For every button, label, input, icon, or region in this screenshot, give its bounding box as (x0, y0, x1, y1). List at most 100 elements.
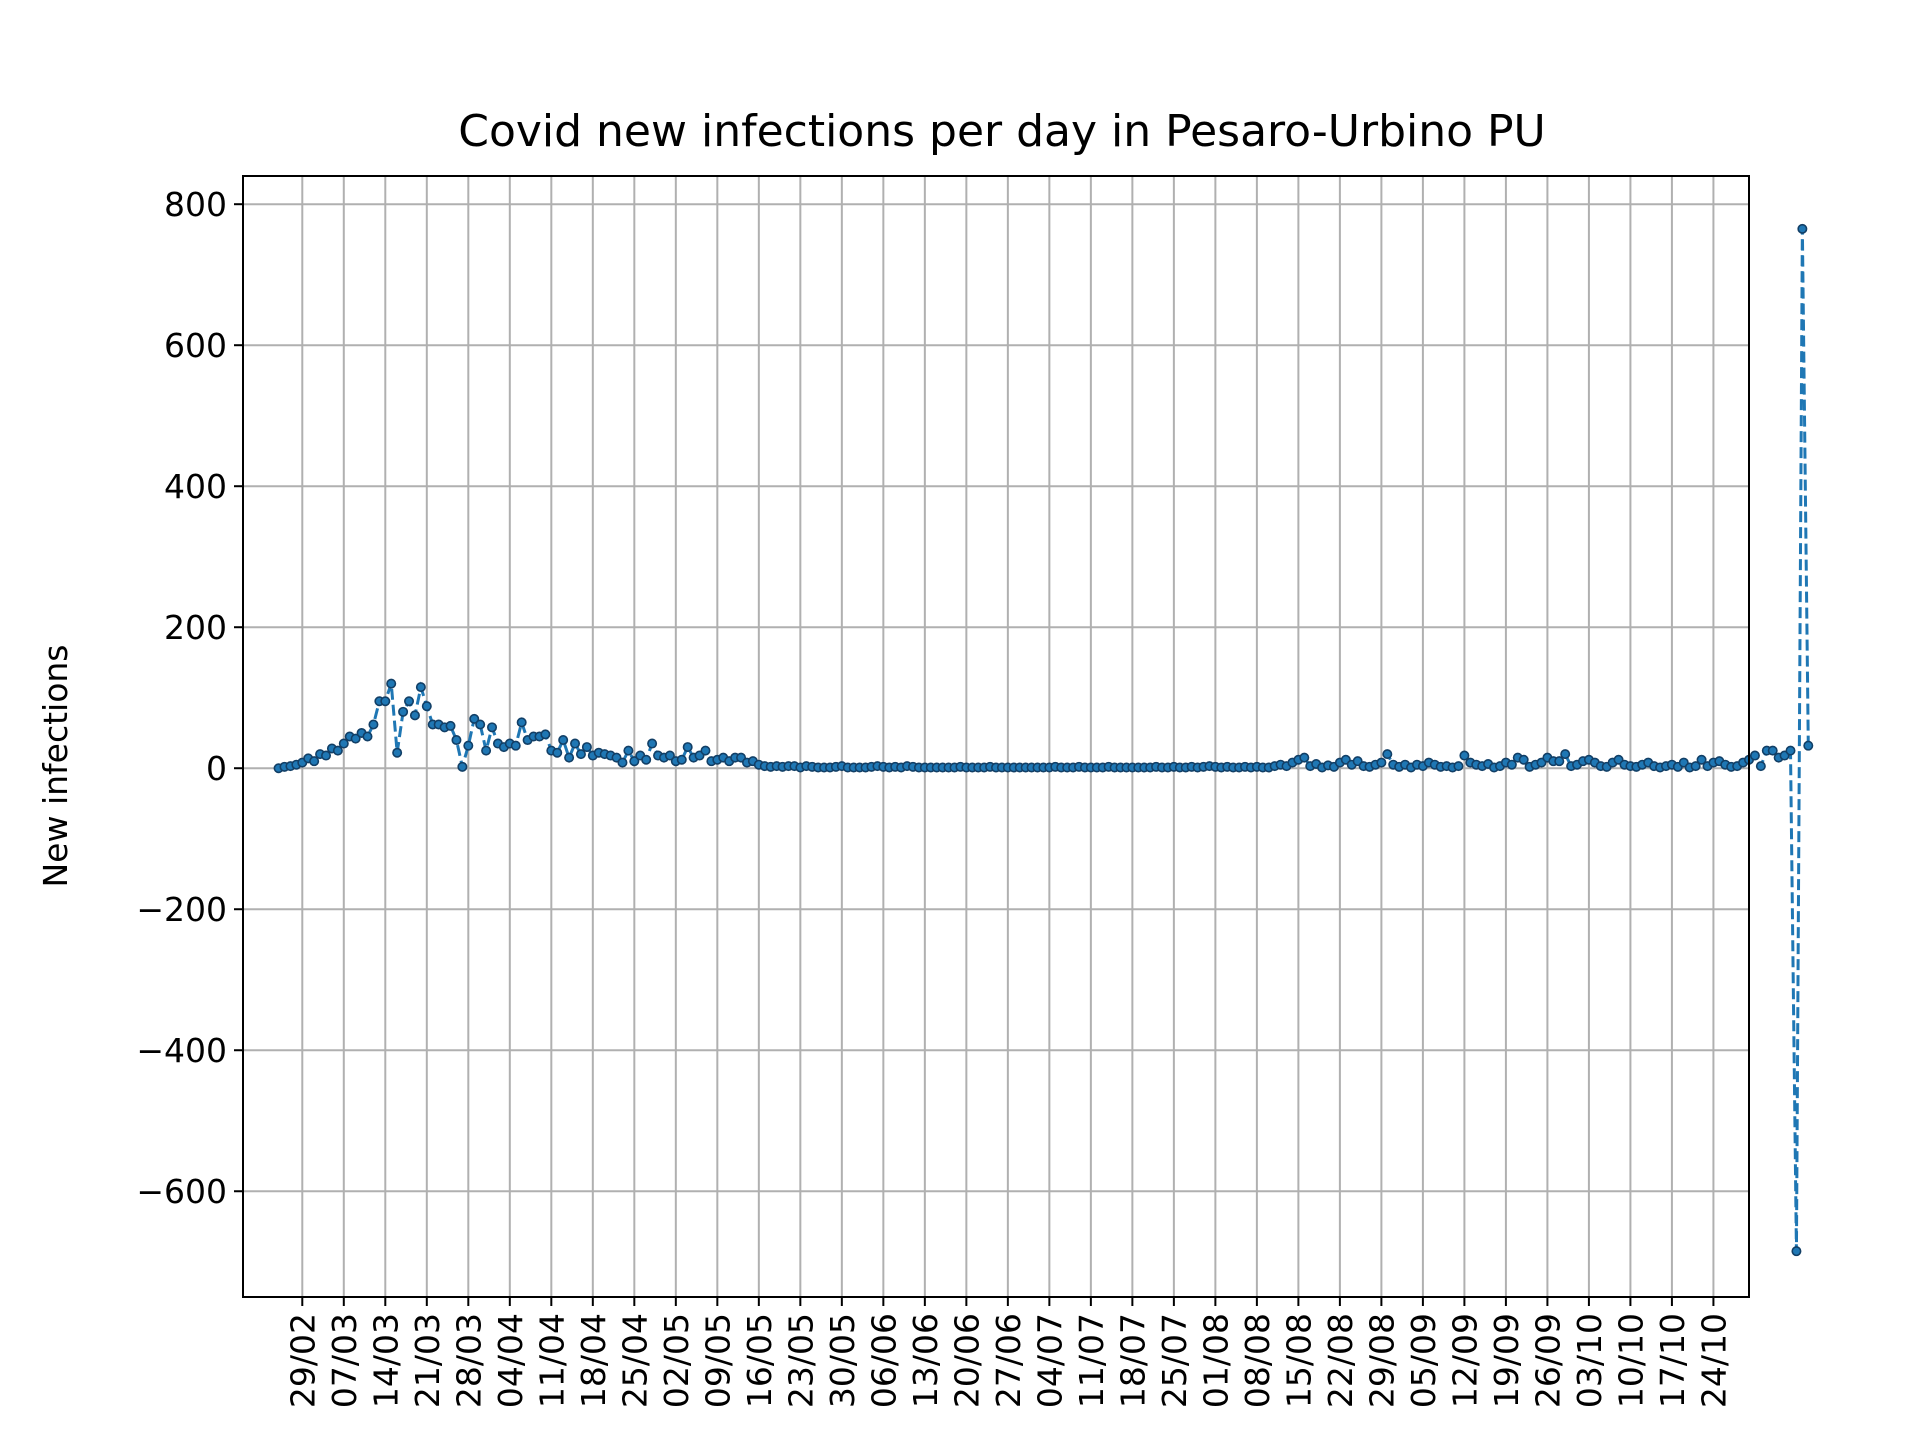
x-tick-label: 29/02 (283, 1313, 322, 1408)
data-point (617, 757, 628, 768)
data-point (664, 750, 675, 761)
tick-layer: 800 600 400 200 0 −200 −400 −600 29/02 07/03 14/03… (136, 185, 1733, 1408)
data-point (1690, 761, 1701, 772)
x-tick-label: 18/04 (574, 1313, 613, 1408)
data-point (309, 756, 320, 767)
data-point (1797, 223, 1808, 234)
data-point (487, 722, 498, 733)
x-tick-label: 16/05 (740, 1313, 779, 1408)
x-tick-label: 12/09 (1445, 1313, 1484, 1408)
x-tick-label: 10/10 (1611, 1313, 1650, 1408)
y-tick-label: −400 (136, 1031, 227, 1070)
data-point (1785, 745, 1796, 756)
series-layer (273, 223, 1814, 1257)
chart-title: Covid new infections per day in Pesaro-U… (458, 106, 1546, 157)
data-point (386, 678, 397, 689)
data-point (570, 738, 581, 749)
data-point (1376, 757, 1387, 768)
data-point (700, 745, 711, 756)
x-tick-label: 22/08 (1321, 1313, 1360, 1408)
data-point (1453, 761, 1464, 772)
x-tick-label: 04/04 (491, 1313, 530, 1408)
data-point (1299, 752, 1310, 763)
x-tick-label: 11/04 (532, 1313, 571, 1408)
data-point (445, 720, 456, 731)
x-tick-label: 30/05 (823, 1313, 862, 1408)
y-tick-label: 800 (164, 185, 227, 224)
data-point (516, 717, 527, 728)
x-tick-label: 21/03 (408, 1313, 447, 1408)
data-point (641, 754, 652, 765)
data-point (1459, 750, 1470, 761)
y-tick-label: 400 (164, 467, 227, 506)
x-tick-label: 19/09 (1487, 1313, 1526, 1408)
data-point (463, 740, 474, 751)
data-point (1506, 759, 1517, 770)
data-point (392, 747, 403, 758)
data-point (1560, 749, 1571, 760)
data-point (457, 761, 468, 772)
data-point (676, 754, 687, 765)
data-point (1696, 754, 1707, 765)
data-point (338, 738, 349, 749)
data-point (1382, 749, 1393, 760)
y-tick-label: 600 (164, 326, 227, 365)
data-point (581, 742, 592, 753)
grid-layer (243, 176, 1749, 1297)
data-point (623, 745, 634, 756)
plot-frame (242, 175, 1750, 1298)
x-tick-label: 04/07 (1030, 1313, 1069, 1408)
data-point (682, 742, 693, 753)
data-point (481, 745, 492, 756)
x-tick-label: 25/07 (1155, 1313, 1194, 1408)
x-tick-label: 08/08 (1238, 1313, 1277, 1408)
x-tick-label: 26/09 (1528, 1313, 1567, 1408)
data-point (1767, 745, 1778, 756)
data-point (564, 752, 575, 763)
data-point (404, 696, 415, 707)
y-tick-label: −600 (136, 1172, 227, 1211)
x-tick-label: 01/08 (1196, 1313, 1235, 1408)
data-point (575, 749, 586, 760)
y-tick-label: 200 (164, 608, 227, 647)
data-point (540, 729, 551, 740)
data-point (350, 733, 361, 744)
x-tick-label: 15/08 (1279, 1313, 1318, 1408)
x-tick-label: 20/06 (947, 1313, 986, 1408)
x-tick-label: 03/10 (1570, 1313, 1609, 1408)
data-point (368, 719, 379, 730)
data-point (398, 706, 409, 717)
data-point (451, 735, 462, 746)
x-tick-label: 07/03 (325, 1313, 364, 1408)
x-tick-label: 28/03 (449, 1313, 488, 1408)
y-tick-label: 0 (206, 749, 227, 788)
x-tick-label: 14/03 (366, 1313, 405, 1408)
x-tick-label: 09/05 (698, 1313, 737, 1408)
data-point (1749, 750, 1760, 761)
x-tick-label: 25/04 (615, 1313, 654, 1408)
x-tick-label: 27/06 (989, 1313, 1028, 1408)
x-tick-label: 24/10 (1694, 1313, 1733, 1408)
x-tick-label: 05/09 (1404, 1313, 1443, 1408)
data-point (1518, 754, 1529, 765)
data-point (380, 696, 391, 707)
data-point (421, 701, 432, 712)
x-tick-label: 29/08 (1362, 1313, 1401, 1408)
data-point (1755, 761, 1766, 772)
x-tick-label: 11/07 (1072, 1313, 1111, 1408)
data-point (475, 719, 486, 730)
data-point (629, 756, 640, 767)
x-tick-label: 06/06 (864, 1313, 903, 1408)
data-point (332, 745, 343, 756)
data-point (362, 731, 373, 742)
x-tick-label: 18/07 (1113, 1313, 1152, 1408)
data-point (510, 740, 521, 751)
data-point (415, 682, 426, 693)
data-point (1791, 1246, 1802, 1257)
x-tick-label: 02/05 (657, 1313, 696, 1408)
x-tick-label: 23/05 (781, 1313, 820, 1408)
data-point (469, 713, 480, 724)
data-point (1554, 756, 1565, 767)
data-point (558, 735, 569, 746)
